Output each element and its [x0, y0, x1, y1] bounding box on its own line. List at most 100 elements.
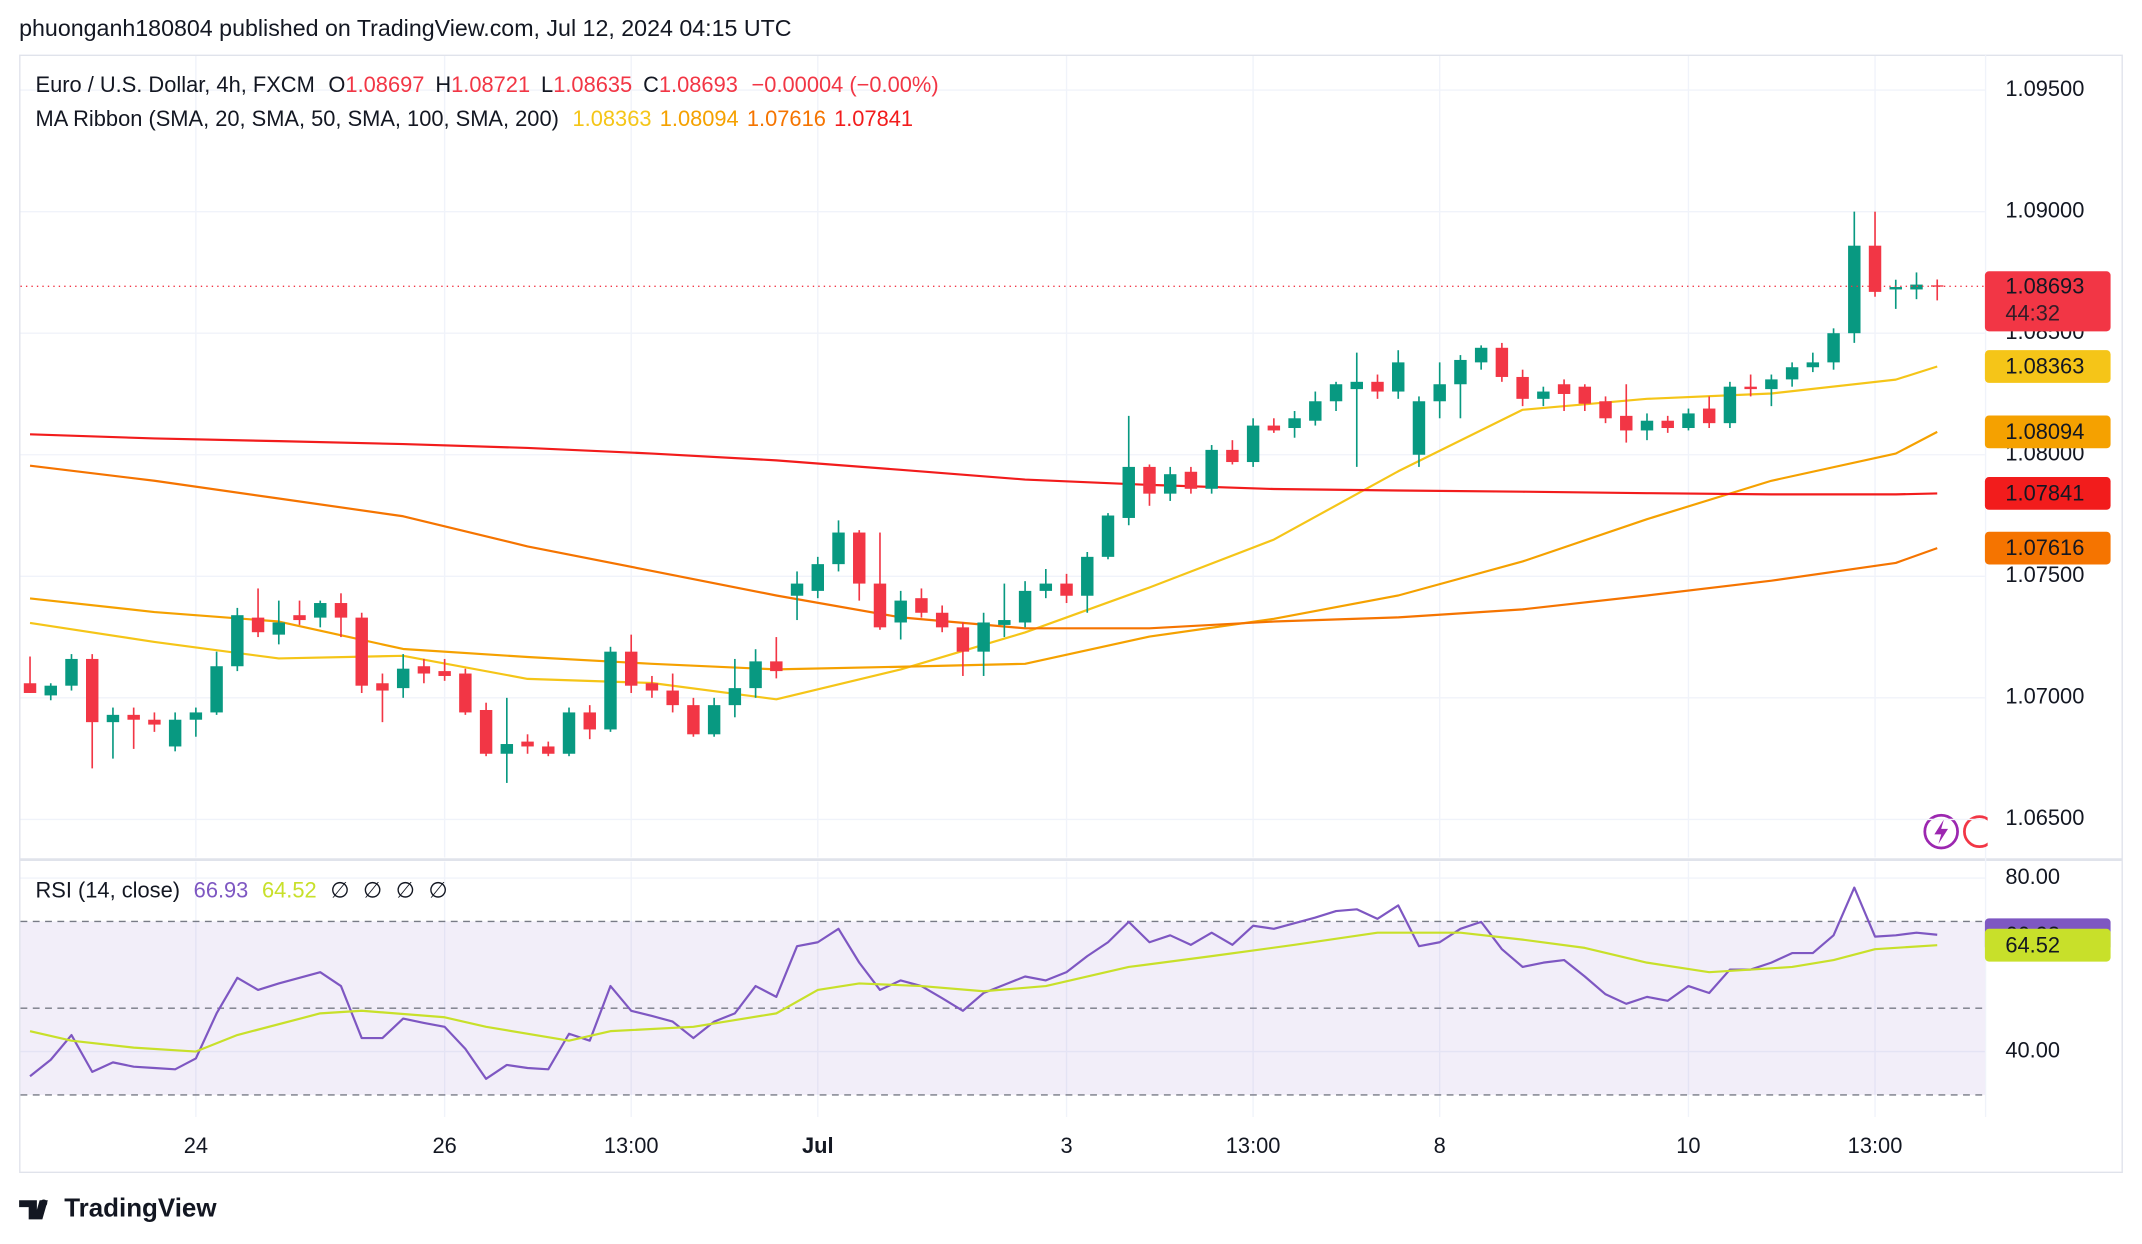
legend-item: 1.08721	[451, 72, 530, 97]
alert-icons	[1923, 813, 2015, 850]
legend-item: 1.08693	[659, 72, 738, 97]
ma-line	[29, 464, 1938, 630]
candle-body	[749, 661, 762, 689]
candle-body	[1723, 386, 1737, 424]
candle-body	[1060, 583, 1073, 596]
legend-rsi: RSI (14, close) 66.93 64.52 ∅ ∅ ∅ ∅	[36, 877, 448, 902]
y-tick-label: 1.07500	[2005, 562, 2084, 587]
candle-body	[168, 719, 182, 747]
candle-body	[231, 615, 244, 667]
candle-body	[853, 532, 866, 584]
candle-body	[1474, 347, 1488, 363]
candle-body	[314, 603, 327, 618]
x-tick-label: 13:00	[1848, 1133, 1903, 1158]
legend-item: O	[328, 72, 345, 97]
candle-body	[521, 741, 534, 747]
candle-body	[1163, 474, 1177, 494]
candle-body	[148, 719, 161, 725]
y-tick-label: 1.09000	[2005, 197, 2084, 222]
candle-body	[770, 661, 783, 672]
candle-body	[251, 617, 265, 633]
current-price: 1.08693	[2005, 273, 2084, 298]
legend-symbol: Euro / U.S. Dollar, 4h, FXCM O1.08697 H1.0…	[36, 72, 939, 97]
candle-body	[1682, 413, 1695, 429]
candle-body	[293, 615, 306, 621]
candle-body	[1267, 425, 1281, 431]
candle-body	[1744, 386, 1757, 390]
price-label: 1.07616	[2005, 535, 2084, 560]
candle-body	[1495, 347, 1509, 377]
price-label: 1.07841	[2005, 481, 2084, 506]
candle-body	[562, 712, 576, 754]
candle-body	[707, 705, 721, 735]
candle-body	[1827, 333, 1840, 363]
legend-item: MA Ribbon (SMA, 20, SMA, 50, SMA, 100, S…	[36, 106, 559, 131]
candle-body	[1516, 376, 1529, 399]
candle-body	[127, 714, 140, 720]
price-label-box	[1984, 531, 2111, 565]
candle-body	[44, 685, 57, 696]
legend-item: 1.08094	[660, 106, 739, 131]
candle-body	[1889, 287, 1902, 290]
legend-item: 64.52	[262, 877, 317, 902]
candle-body	[85, 658, 99, 723]
candle-body	[1910, 284, 1923, 290]
candle-body	[894, 600, 907, 623]
current-price-box	[1984, 271, 2111, 332]
candle-body	[1640, 420, 1654, 431]
y-tick-label: 1.06500	[2005, 805, 2084, 830]
candle-body	[915, 598, 928, 613]
x-tick-label: Jul	[802, 1133, 834, 1158]
flag-icon-mask	[1987, 813, 2015, 850]
price-label-box	[1984, 928, 2111, 962]
candle-body	[1392, 362, 1405, 392]
candle-body	[272, 622, 286, 635]
candle-body	[1288, 418, 1301, 429]
legend-item: ∅	[428, 877, 447, 902]
candle-body	[604, 651, 617, 730]
legend-item: 1.07841	[834, 106, 913, 131]
y-tick-label: 40.00	[2005, 1037, 2060, 1062]
ma-line	[29, 433, 1938, 496]
price-label: 1.08363	[2005, 354, 2084, 379]
price-label-box	[1984, 415, 2111, 449]
y-tick-label: 1.07000	[2005, 684, 2084, 709]
legend-item: 1.08635	[553, 72, 632, 97]
candle-body	[1661, 420, 1674, 429]
candle-body	[1557, 384, 1571, 394]
candle-body	[1329, 384, 1343, 402]
legend-item: H	[435, 72, 451, 97]
candle-body	[1931, 285, 1944, 287]
candle-body	[583, 712, 596, 730]
x-tick-label: 8	[1434, 1133, 1446, 1158]
rsi-line	[29, 931, 1938, 1053]
candle-body	[334, 603, 348, 618]
candle-body	[1599, 401, 1612, 419]
candle-body	[1785, 367, 1799, 380]
candle-body	[396, 668, 410, 689]
candle-body	[687, 705, 700, 735]
candle-body	[1309, 401, 1322, 421]
candle-body	[645, 683, 659, 691]
candle-body	[811, 564, 825, 591]
candle-body	[956, 627, 970, 652]
candle-body	[977, 622, 990, 652]
chart-frame	[19, 54, 2123, 1173]
candle-body	[189, 712, 203, 720]
candle-body	[1537, 391, 1550, 399]
legend-item: 1.07616	[747, 106, 826, 131]
candle-body	[873, 583, 887, 628]
price-label: 64.52	[2005, 932, 2060, 957]
rsi-band	[20, 921, 1985, 1095]
candle-body	[210, 666, 223, 713]
candle-body	[1848, 245, 1861, 334]
logo-text: TradingView	[64, 1195, 217, 1223]
candle-body	[1039, 583, 1053, 591]
candle-body	[1620, 415, 1633, 431]
candle-body	[1371, 381, 1384, 392]
candle-body	[479, 709, 493, 754]
candle-body	[666, 690, 679, 706]
candle-body	[355, 617, 368, 686]
